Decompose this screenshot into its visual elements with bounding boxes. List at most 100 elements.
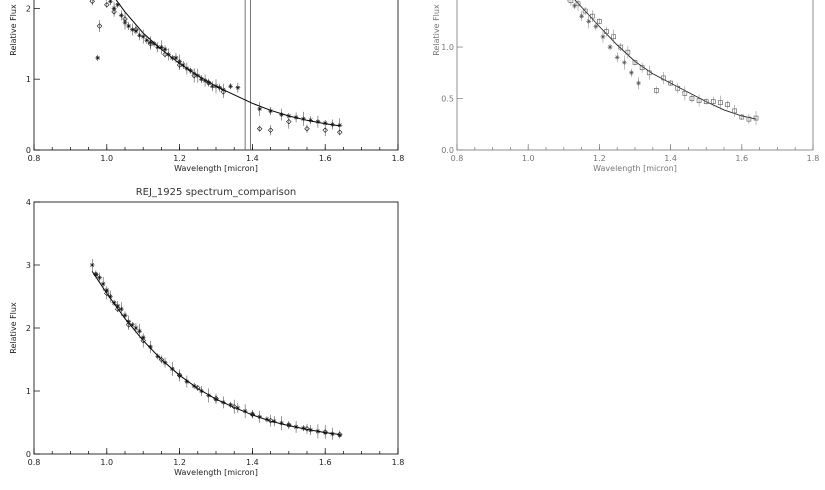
data-point-star — [173, 55, 179, 61]
data-point-star — [133, 325, 139, 331]
x-tick-label: 1.2 — [593, 154, 606, 163]
x-tick-label: 1.4 — [246, 458, 259, 467]
data-point-star — [235, 405, 241, 411]
data-point-star — [206, 393, 212, 398]
y-tick-label: 1.0 — [441, 43, 454, 52]
data-point-star — [148, 344, 153, 350]
fit-curve — [574, 0, 757, 120]
x-axis-label: Wavelength [micron] — [593, 164, 677, 173]
data-point-diamond — [322, 429, 328, 435]
x-tick-label: 0.8 — [28, 154, 41, 163]
x-tick-label: 1.2 — [173, 458, 186, 467]
data-point-square — [661, 75, 666, 81]
data-point-diamond — [111, 9, 117, 15]
fit-curve — [115, 0, 340, 127]
data-point-square — [675, 85, 681, 91]
data-point-square — [646, 70, 652, 76]
data-point-square — [682, 91, 688, 96]
data-point-square — [753, 115, 759, 121]
data-point-square — [654, 87, 659, 93]
data-point-square — [582, 8, 588, 14]
data-point-diamond — [195, 385, 201, 391]
data-point-star — [242, 408, 248, 414]
x-tick-label: 1.0 — [522, 154, 535, 163]
data-point-star — [586, 18, 592, 24]
x-tick-label: 1.0 — [100, 154, 113, 163]
y-tick-label: 4 — [26, 198, 31, 207]
panel-top-left: 0.8 1.0 1.2 1.4 1.6 1.8 0 1 2 Wavelength [micron]… — [9, 0, 404, 173]
data-point-star — [126, 23, 132, 29]
x-axis-label: Wavelength [micron] — [174, 164, 258, 173]
data-point-diamond — [176, 62, 183, 68]
data-point-star — [209, 83, 215, 89]
y-tick-label: 3 — [26, 261, 31, 270]
x-tick-label: 1.6 — [735, 154, 748, 163]
data-point-star — [271, 418, 277, 424]
data-point-square — [575, 1, 581, 7]
fit-curve — [91, 271, 340, 435]
plot-frame — [33, 0, 399, 151]
x-tick-label: 1.6 — [319, 458, 332, 467]
x-tick-label: 1.0 — [100, 458, 113, 467]
data-point-star — [140, 34, 146, 40]
data-point-star — [330, 431, 335, 437]
data-point-star — [579, 13, 584, 19]
data-point-star — [337, 122, 343, 128]
x-tick-label: 0.8 — [28, 458, 41, 467]
y-tick-label: 0.5 — [441, 95, 454, 104]
data-point-star — [115, 303, 121, 309]
data-point-star — [97, 275, 102, 280]
y-tick-label: 2 — [26, 4, 31, 13]
data-point-star — [115, 2, 121, 8]
data-point-star — [199, 76, 204, 82]
data-point-square — [604, 29, 609, 34]
data-point-star — [264, 416, 270, 422]
data-point-star — [279, 420, 284, 426]
data-point-diamond — [147, 41, 154, 47]
data-point-star — [607, 44, 613, 50]
data-point-star — [118, 13, 124, 18]
data-point-diamond — [133, 26, 139, 33]
data-point-diamond — [125, 322, 132, 328]
data-point-star — [257, 106, 263, 112]
data-point-star — [593, 24, 599, 29]
data-point-square — [597, 19, 602, 24]
data-point-star — [129, 27, 135, 32]
data-point-star — [199, 388, 204, 394]
data-point-square — [739, 114, 745, 120]
data-point-star — [118, 306, 124, 312]
data-point-star — [169, 55, 175, 61]
data-point-star — [162, 360, 168, 366]
data-point-star — [322, 120, 328, 126]
data-point-star — [330, 122, 335, 127]
data-point-diamond — [104, 290, 110, 297]
data-point-diamond — [158, 356, 165, 363]
data-point-diamond — [337, 129, 343, 136]
data-point-diamond — [89, 0, 95, 4]
data-point-star — [89, 262, 95, 268]
panel-bottom-left: 0.8 1.0 1.2 1.4 1.6 1.8 0 1 2 3 4 Wavelength [micro… — [9, 187, 404, 477]
data-point-star — [217, 85, 223, 91]
data-point-square — [732, 108, 737, 114]
data-point-star — [169, 366, 175, 372]
data-point-star — [108, 0, 113, 4]
data-point-star — [100, 281, 106, 287]
data-point-star — [293, 424, 299, 430]
data-point-diamond — [114, 306, 121, 312]
data-point-star — [191, 383, 197, 389]
data-point-square — [746, 116, 752, 122]
data-point-diamond — [122, 16, 128, 22]
data-point-star — [159, 44, 164, 50]
data-point-square — [725, 102, 730, 108]
data-point-star — [308, 117, 314, 123]
y-tick-label: 0 — [26, 450, 31, 459]
data-point-diamond — [249, 411, 256, 418]
data-point-star — [95, 55, 101, 61]
data-point-star — [184, 66, 190, 71]
data-layer — [89, 259, 343, 440]
x-tick-label: 1.2 — [173, 154, 186, 163]
data-point-diamond — [162, 51, 168, 58]
x-tick-label: 0.8 — [451, 154, 464, 163]
data-point-square — [689, 96, 695, 101]
